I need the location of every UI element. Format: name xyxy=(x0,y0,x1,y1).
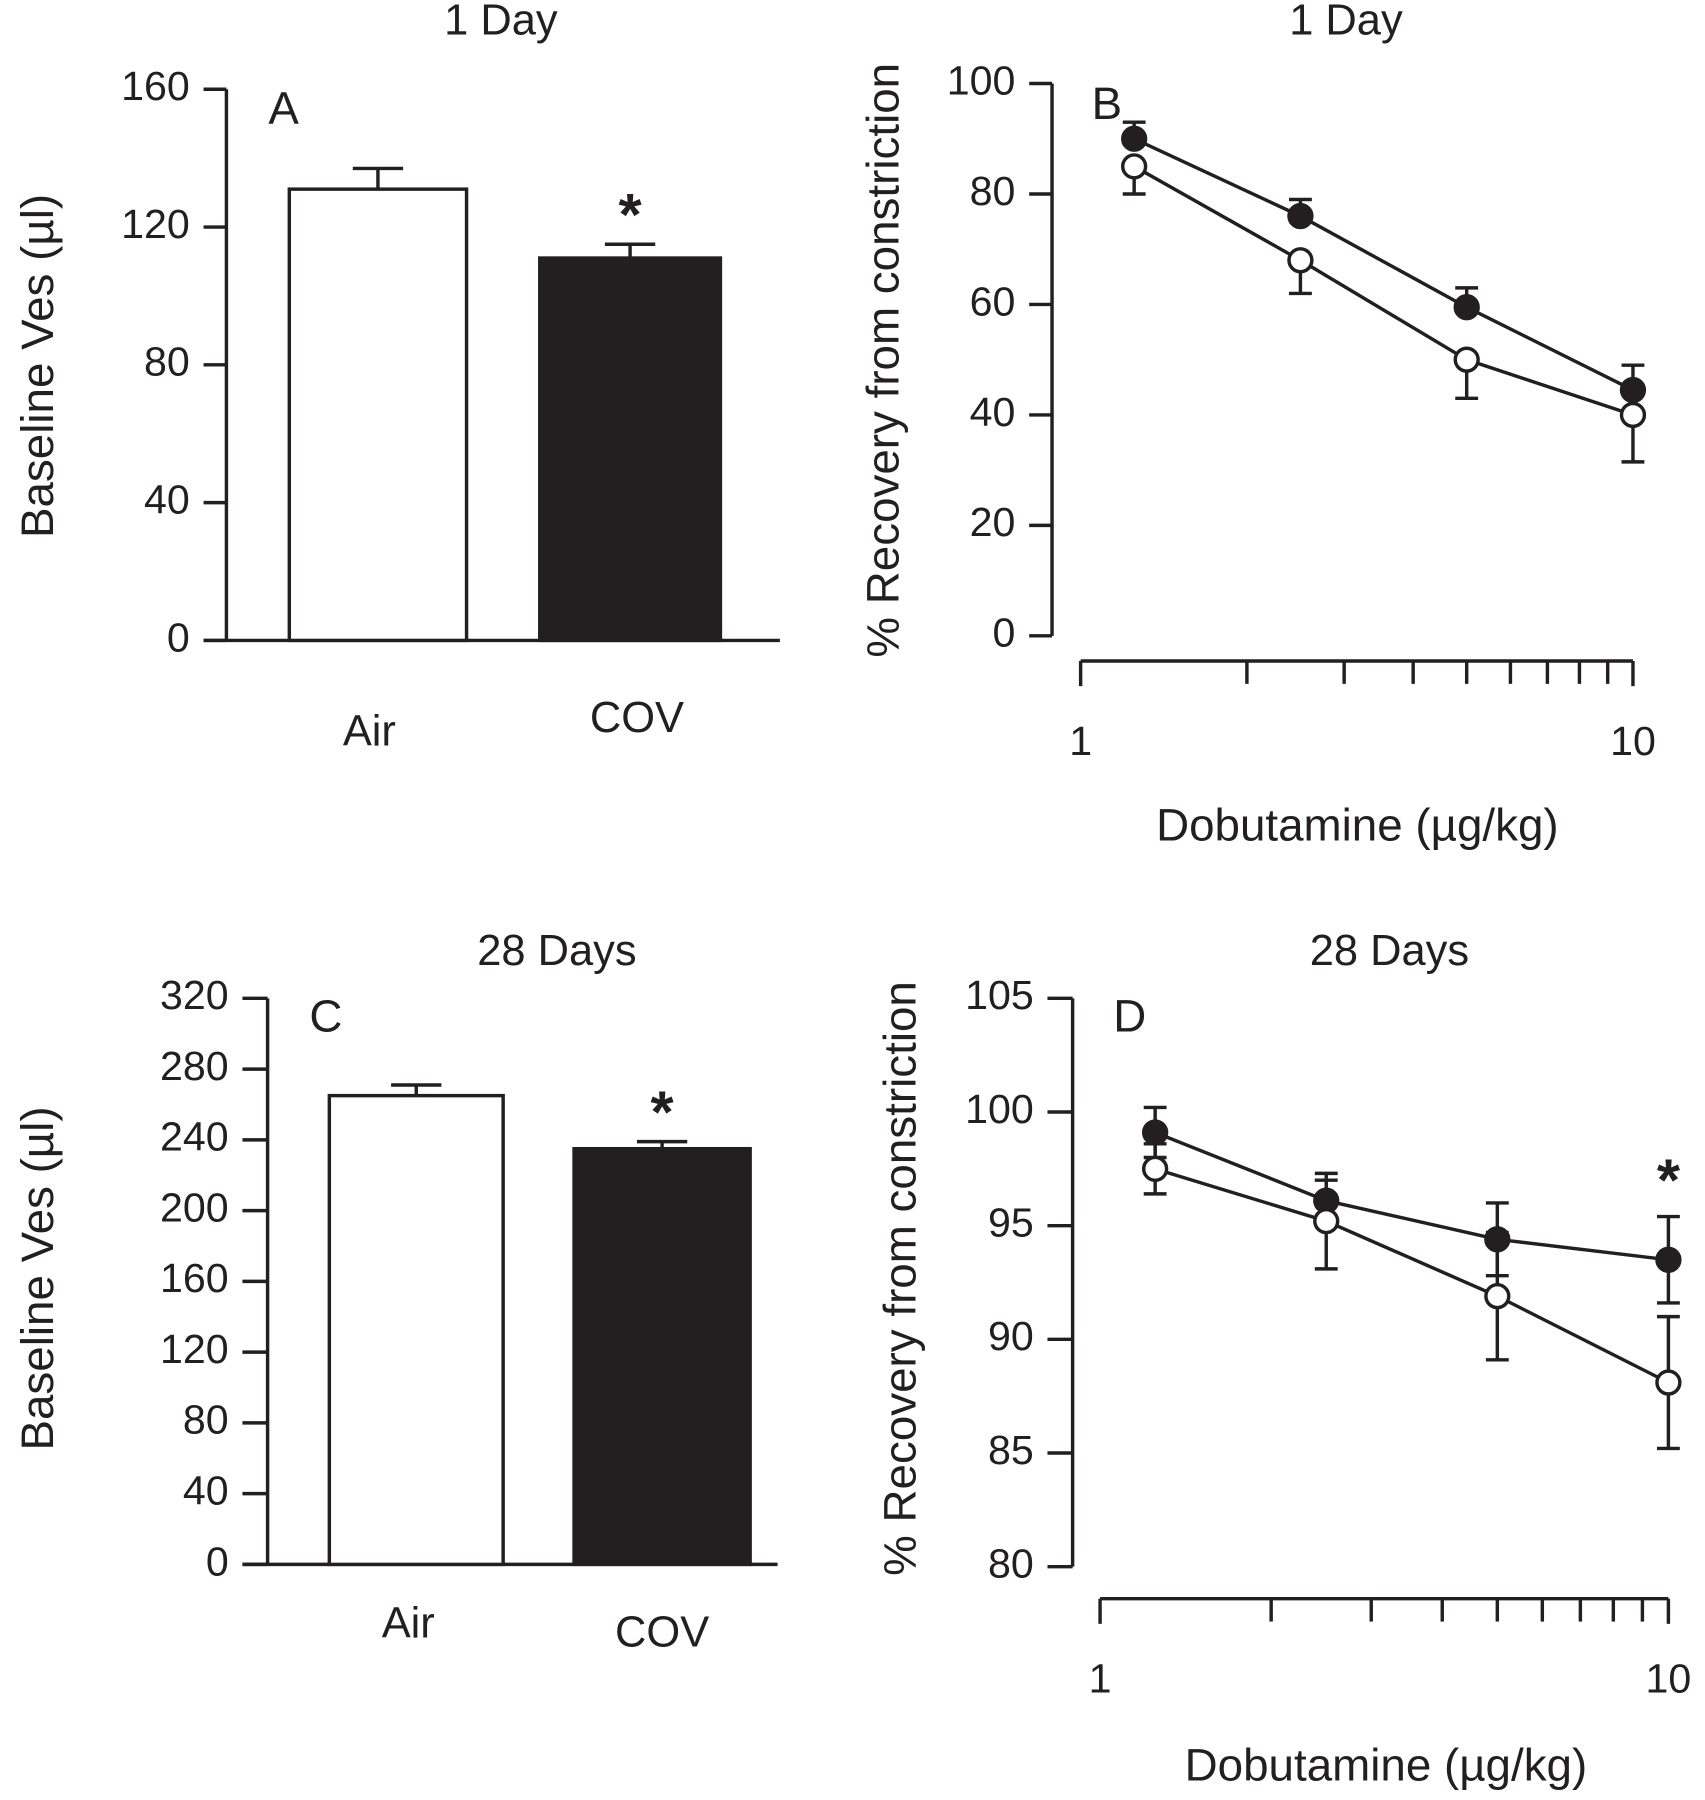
y-axis-label: Baseline Ves (µl) xyxy=(12,1106,63,1450)
y-tick-label: 80 xyxy=(183,1397,229,1443)
panel-a: 1 Day A Baseline Ves (µl) 0 40 80 120 160 Air COV… xyxy=(12,0,780,756)
y-tick-label: 100 xyxy=(947,57,1016,103)
y-tick-label: 40 xyxy=(183,1468,229,1514)
x-category-label: COV xyxy=(590,694,684,742)
y-tick-label: 280 xyxy=(160,1043,229,1089)
x-tick-label: 10 xyxy=(1610,718,1656,764)
chart-title: 1 Day xyxy=(1289,0,1403,44)
y-tick-label: 95 xyxy=(988,1200,1034,1246)
y-axis-label: Baseline Ves (µl) xyxy=(12,194,63,538)
panel-label: B xyxy=(1092,78,1123,129)
data-point-open xyxy=(1655,1369,1682,1396)
series-line-filled xyxy=(1154,1130,1669,1262)
x-category-label: COV xyxy=(615,1609,709,1657)
data-point-open xyxy=(1121,153,1148,180)
data-point-filled xyxy=(1142,1119,1169,1146)
y-tick-label: 160 xyxy=(121,63,190,109)
y-tick-label: 80 xyxy=(970,168,1016,214)
bar-air xyxy=(287,187,469,643)
chart-title: 1 Day xyxy=(444,0,558,44)
y-tick-label: 0 xyxy=(993,610,1016,656)
x-axis-label: Dobutamine (µg/kg) xyxy=(1185,1740,1588,1791)
data-point-open xyxy=(1287,247,1314,274)
panel-d: 28 Days D % Recovery from constriction 80 85… xyxy=(874,927,1691,1790)
x-axis-label: Dobutamine (µg/kg) xyxy=(1156,800,1559,851)
significance-marker: * xyxy=(651,1078,675,1145)
data-point-open xyxy=(1453,346,1480,373)
panel-label: A xyxy=(268,83,299,134)
data-point-open xyxy=(1313,1207,1340,1235)
chart-title: 28 Days xyxy=(477,927,636,975)
x-tick-label: 1 xyxy=(1069,718,1092,764)
y-tick-label: 0 xyxy=(206,1538,229,1584)
panel-label: D xyxy=(1113,991,1146,1042)
y-axis-label: % Recovery from constriction xyxy=(874,981,925,1576)
y-tick-label: 40 xyxy=(970,389,1016,435)
y-tick-label: 160 xyxy=(160,1255,229,1301)
bar-cov xyxy=(572,1146,752,1567)
data-point-filled xyxy=(1121,125,1148,152)
significance-marker: * xyxy=(619,181,643,248)
panel-label: C xyxy=(309,991,342,1042)
significance-marker: * xyxy=(1657,1147,1681,1214)
data-point-open xyxy=(1619,401,1647,429)
y-tick-label: 20 xyxy=(970,499,1016,545)
y-tick-label: 120 xyxy=(121,201,190,247)
bar-air xyxy=(327,1093,505,1567)
y-tick-label: 100 xyxy=(965,1086,1034,1132)
series-line-filled xyxy=(1133,137,1634,392)
data-point-filled xyxy=(1453,294,1480,321)
y-tick-label: 120 xyxy=(160,1326,229,1372)
chart-title: 28 Days xyxy=(1310,927,1469,975)
y-tick-label: 320 xyxy=(160,972,229,1018)
y-tick-label: 105 xyxy=(965,972,1034,1018)
x-category-label: Air xyxy=(343,708,396,756)
data-point-filled xyxy=(1655,1246,1682,1273)
panel-c: 28 Days C Baseline Ves (µl) 0 40 80 120 160 200 2… xyxy=(12,927,778,1657)
y-tick-label: 60 xyxy=(970,278,1016,324)
y-tick-label: 85 xyxy=(988,1427,1034,1473)
data-point-filled xyxy=(1287,202,1314,230)
panel-b: 1 Day B % Recovery from constriction 0 20 40 6… xyxy=(857,0,1656,851)
y-tick-label: 80 xyxy=(988,1541,1034,1587)
y-tick-label: 200 xyxy=(160,1184,229,1230)
x-tick-label: 1 xyxy=(1089,1655,1112,1701)
y-tick-label: 40 xyxy=(144,476,190,522)
y-tick-label: 90 xyxy=(988,1313,1034,1359)
y-tick-label: 0 xyxy=(167,614,190,660)
data-point-open xyxy=(1142,1155,1169,1182)
x-category-label: Air xyxy=(382,1600,435,1648)
series-line-open xyxy=(1154,1167,1670,1385)
bar-cov xyxy=(538,256,723,643)
data-point-open xyxy=(1484,1282,1511,1310)
data-point-filled xyxy=(1619,376,1647,404)
y-tick-label: 80 xyxy=(144,339,190,385)
x-tick-label: 10 xyxy=(1646,1655,1692,1701)
data-point-filled xyxy=(1484,1226,1511,1253)
y-tick-label: 240 xyxy=(160,1114,229,1160)
y-axis-label: % Recovery from constriction xyxy=(857,63,908,658)
series-line-open xyxy=(1133,164,1634,417)
